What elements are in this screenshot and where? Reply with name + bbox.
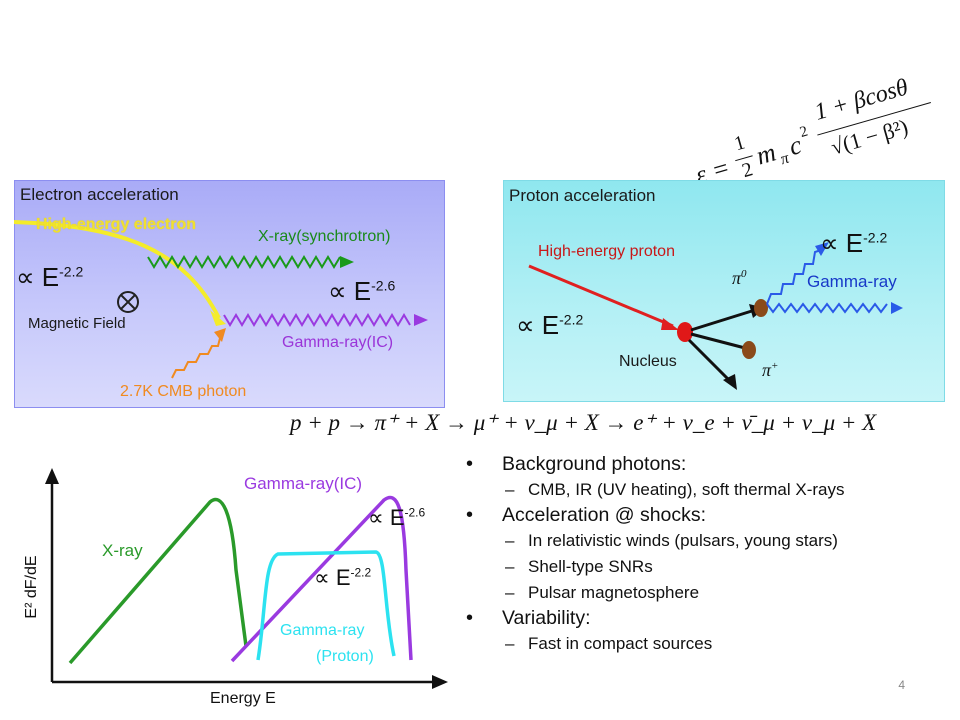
pi0-label-base: π	[732, 268, 742, 288]
proton-gamma-index-base: ∝ E	[820, 228, 864, 258]
spectrum-index-26: ∝ E-2.6	[368, 505, 425, 531]
pi-plus-dot	[742, 341, 756, 359]
electron-index: ∝ E-2.2	[16, 262, 83, 293]
high-energy-proton-label: High-energy proton	[538, 243, 675, 260]
electron-trajectory	[14, 220, 221, 319]
gamma-ic-curve-label: Gamma-ray(IC)	[244, 474, 363, 493]
xray-curve	[68, 497, 248, 665]
gamma-ic-label: Gamma-ray(IC)	[282, 334, 394, 351]
sub-bullet-relativistic-winds: In relativistic winds (pulsars, young st…	[458, 528, 958, 554]
cmb-photon-arrowhead	[214, 328, 226, 342]
spectrum-index-26-base: ∝ E	[368, 505, 405, 530]
gamma-ic-curve	[230, 495, 413, 663]
cmb-photon-path	[171, 337, 221, 379]
product-line-3	[687, 338, 733, 384]
pi-plus-label: π+	[762, 360, 778, 381]
spectrum-index-22-base: ∝ E	[314, 565, 351, 590]
high-energy-electron-label: High-energy electron	[36, 216, 197, 233]
pi-plus-label-base: π	[762, 360, 772, 380]
pi0-dot	[754, 299, 768, 317]
spectrum-ylabel-text: E² dF/dE	[23, 555, 40, 619]
product-line-1	[690, 308, 756, 332]
spectrum-index-22-exp: -2.2	[350, 565, 372, 580]
bullet-variability: Variability:	[458, 606, 958, 631]
spectrum-xlabel: Energy E	[210, 690, 276, 707]
proton-index-base: ∝ E	[516, 310, 560, 340]
magnetic-field-label: Magnetic Field	[28, 315, 126, 332]
energy-m: m	[752, 137, 780, 171]
spectrum-ylabel: E² dF/dE	[23, 527, 41, 647]
spectrum-index-26-exp: -2.6	[404, 505, 426, 520]
pi0-label-sup: 0	[741, 268, 747, 280]
gamma-ic-index: ∝ E-2.6	[328, 276, 395, 307]
y-axis-arrowhead	[45, 468, 59, 484]
page-number: 4	[898, 678, 905, 692]
electron-diagram-svg	[14, 220, 428, 379]
reaction-formula: p + p → π⁺ + X → μ⁺ + ν_μ + X → e⁺ + ν_e…	[290, 410, 955, 436]
electron-acceleration-panel	[14, 180, 445, 408]
spectrum-index-22: ∝ E-2.2	[314, 565, 371, 591]
proton-index: ∝ E-2.2	[516, 310, 583, 341]
gamma-ic-wave	[223, 313, 411, 327]
energy-pi: π	[778, 149, 791, 169]
proton-diagram-svg	[528, 242, 903, 390]
gamma-ray-path-2	[766, 302, 888, 314]
bullet-acceleration-shocks: Acceleration @ shocks:	[458, 503, 958, 528]
proton-arrowhead	[661, 318, 679, 330]
pi-plus-label-sup: +	[771, 360, 779, 372]
energy-half-num: 1	[731, 131, 748, 156]
electron-index-base: ∝ E	[16, 262, 60, 292]
magnetic-field-icon	[117, 291, 139, 313]
electron-index-exp: -2.2	[59, 263, 84, 280]
proton-gamma-index: ∝ E-2.2	[820, 228, 887, 259]
gamma-proton-curve	[256, 550, 396, 661]
energy-den: √(1 − β²)	[827, 113, 911, 160]
sub-bullet-shell-snrs: Shell-type SNRs	[458, 554, 958, 580]
nucleus-dot	[677, 322, 693, 342]
electron-panel-title: Electron acceleration	[20, 185, 179, 204]
proton-trajectory	[528, 264, 674, 328]
proton-gamma-index-exp: -2.2	[863, 229, 888, 246]
proton-index-exp: -2.2	[559, 311, 584, 328]
gamma-ic-arrowhead	[414, 314, 428, 326]
xray-curve-label: X-ray	[102, 541, 143, 560]
proton-acceleration-panel	[503, 180, 945, 402]
gamma-ray-path-1	[766, 249, 822, 305]
gamma-ic-index-exp: -2.6	[371, 277, 396, 294]
proton-gamma-label: Gamma-ray	[807, 272, 897, 291]
bullet-background-photons: Background photons:	[458, 452, 958, 477]
xray-arrowhead	[340, 256, 354, 268]
cmb-photon-label: 2.7K CMB photon	[120, 383, 247, 400]
gamma-proton-curve-label-2: (Proton)	[316, 648, 374, 665]
bullet-list: Background photons: CMB, IR (UV heating)…	[458, 452, 958, 657]
proton-panel-title: Proton acceleration	[509, 186, 656, 205]
sub-bullet-compact-sources: Fast in compact sources	[458, 631, 958, 657]
sub-bullet-pulsar-magnetosphere: Pulsar magnetosphere	[458, 580, 958, 606]
xray-synchrotron-label: X-ray(synchrotron)	[258, 228, 391, 245]
nucleus-label: Nucleus	[619, 353, 677, 370]
spectrum-plot	[45, 468, 448, 689]
sub-bullet-cmb: CMB, IR (UV heating), soft thermal X-ray…	[458, 477, 958, 503]
xray-synchrotron-wave	[147, 255, 341, 269]
electron-arrowhead	[210, 310, 226, 326]
x-axis-arrowhead	[432, 675, 448, 689]
gamma-proton-curve-label-1: Gamma-ray	[280, 622, 365, 639]
pi0-label: π0	[732, 268, 747, 289]
gamma-ic-index-base: ∝ E	[328, 276, 372, 306]
product-line-2	[690, 332, 746, 350]
